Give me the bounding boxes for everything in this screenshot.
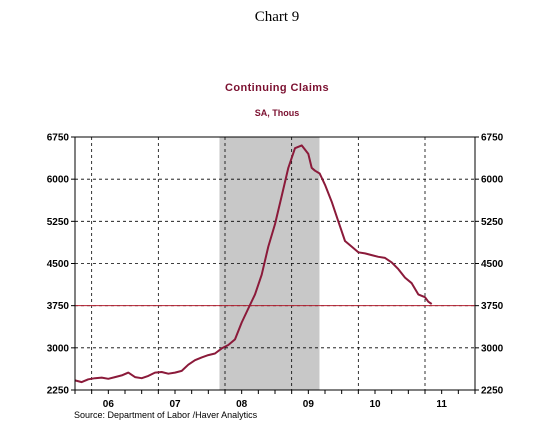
y-tick-label-left: 6000: [47, 175, 70, 186]
y-tick-label-right: 4500: [481, 259, 504, 270]
y-tick-label-right: 3000: [481, 343, 504, 354]
x-tick-label: 09: [303, 399, 315, 410]
x-tick-label: 07: [169, 399, 181, 410]
y-tick-label-left: 6750: [47, 133, 70, 144]
y-tick-label-left: 5250: [47, 217, 70, 228]
y-tick-label-right: 3750: [481, 301, 504, 312]
y-tick-label-left: 4500: [47, 259, 70, 270]
x-tick-label: 10: [369, 399, 381, 410]
chart-subtitle: SA, Thous: [254, 108, 300, 118]
y-tick-label-right: 2250: [481, 386, 504, 397]
y-tick-label-left: 3750: [47, 301, 70, 312]
y-tick-label-left: 2250: [47, 386, 70, 397]
y-tick-label-right: 6750: [481, 133, 504, 144]
page-title: Chart 9: [254, 9, 300, 25]
x-tick-label: 11: [436, 399, 447, 410]
series-line: [74, 144, 433, 384]
y-tick-label-right: 5250: [481, 217, 504, 228]
x-tick-label: 06: [103, 399, 115, 410]
y-tick-label-right: 6000: [481, 175, 504, 186]
chart-title: Continuing Claims: [225, 82, 329, 94]
source-note: Source: Department of Labor /Haver Analy…: [74, 410, 258, 420]
x-tick-label: 08: [236, 399, 248, 410]
y-tick-label-left: 3000: [47, 343, 70, 354]
